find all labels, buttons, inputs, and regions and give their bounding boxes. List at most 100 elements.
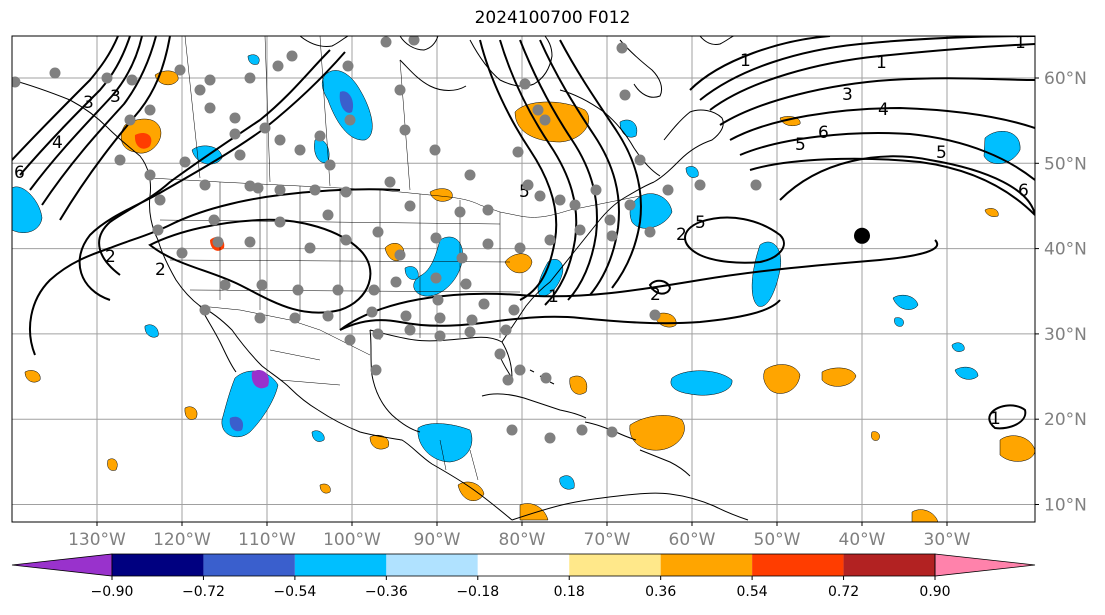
station-dot xyxy=(144,104,156,116)
contour-label: 3 xyxy=(842,85,853,105)
station-dot xyxy=(569,199,581,211)
shade-negative xyxy=(417,423,473,463)
colorbar-tick-label: 0.36 xyxy=(645,584,676,600)
shade-positive xyxy=(763,364,801,394)
colorbar-tick-label: −0.90 xyxy=(91,584,134,600)
station-dot xyxy=(176,247,188,259)
station-dot xyxy=(154,194,166,206)
contour-label: 1 xyxy=(1015,33,1026,53)
colorbar-segment xyxy=(752,554,844,576)
colorbar-segment xyxy=(203,554,295,576)
station-dot xyxy=(274,134,286,146)
station-dot xyxy=(126,74,138,86)
station-dot xyxy=(256,279,268,291)
station-dot xyxy=(482,238,494,250)
station-dot xyxy=(454,206,466,218)
colorbar-over-triangle xyxy=(934,553,1036,577)
station-dot xyxy=(244,180,256,192)
station-dot xyxy=(540,372,552,384)
station-dot xyxy=(332,284,344,296)
contour-label: 1 xyxy=(548,287,559,307)
contour-label: 5 xyxy=(519,182,530,202)
station-dot xyxy=(344,114,356,126)
colorbar-segment xyxy=(477,554,570,576)
station-dot xyxy=(272,60,284,72)
shade-negative xyxy=(404,266,419,280)
contour-label: 5 xyxy=(695,213,706,233)
contour-label: 2 xyxy=(650,285,661,305)
station-dot xyxy=(101,72,113,84)
contour-label: 2 xyxy=(105,247,116,267)
station-dot xyxy=(534,190,546,202)
contour-label: 6 xyxy=(1018,181,1029,201)
station-dot xyxy=(219,279,231,291)
shade-negative xyxy=(12,186,43,233)
station-dot xyxy=(432,294,444,306)
colorbar-tick-label: −0.54 xyxy=(273,584,316,600)
shade-positive xyxy=(504,253,533,274)
station-dot xyxy=(274,216,286,228)
station-dot xyxy=(619,89,631,101)
shade-negative xyxy=(892,294,919,310)
station-dot xyxy=(482,204,494,216)
contour-label: 6 xyxy=(818,123,829,143)
lon-tick-label: 130°W xyxy=(68,530,126,550)
station-dot xyxy=(434,330,446,342)
lon-tick-label: 110°W xyxy=(238,530,296,550)
station-dot xyxy=(309,184,321,196)
contour-label: 5 xyxy=(795,135,806,155)
contour-label: 3 xyxy=(110,87,121,107)
shade-positive xyxy=(569,375,588,395)
lon-tick-label: 80°W xyxy=(499,530,546,550)
station-dot xyxy=(464,169,476,181)
center-marker-dot xyxy=(854,227,870,244)
station-dot xyxy=(519,78,531,90)
station-dot xyxy=(174,64,186,76)
shade-negative xyxy=(247,54,260,65)
shade-negative-mid xyxy=(229,416,244,432)
lat-tick-label: 60°N xyxy=(1044,69,1087,89)
station-dot xyxy=(394,249,406,261)
station-dot xyxy=(404,200,416,212)
station-dot xyxy=(590,184,602,196)
station-dot xyxy=(606,230,618,242)
station-dot xyxy=(322,310,334,322)
contour-label: 2 xyxy=(155,260,166,280)
station-dot xyxy=(478,298,490,310)
station-dot xyxy=(494,348,506,360)
station-dot xyxy=(466,314,478,326)
colorbar-tick-label: 0.72 xyxy=(828,584,859,600)
station-dot xyxy=(644,226,656,238)
colorbar-segment xyxy=(660,554,753,576)
station-dot xyxy=(750,179,762,191)
colorbar-segment xyxy=(294,554,387,576)
colorbar-tick-label: −0.18 xyxy=(456,584,499,600)
station-dot xyxy=(49,67,61,79)
shade-negative xyxy=(413,236,463,297)
lat-tick-label: 50°N xyxy=(1044,154,1087,174)
shade-negative xyxy=(311,430,325,442)
shade-negative xyxy=(951,342,965,352)
station-dot xyxy=(464,326,476,338)
contour-label: 6 xyxy=(14,163,25,183)
station-dot xyxy=(514,242,526,254)
lon-tick-label: 50°W xyxy=(754,530,801,550)
contour-label: 2 xyxy=(676,225,687,245)
station-dot xyxy=(434,312,446,324)
shade-negative xyxy=(685,166,699,178)
colorbar-segment xyxy=(843,554,935,576)
lon-tick-label: 120°W xyxy=(153,530,211,550)
contour-label-group: 1 1 1 2 3 4 5 6 6 5 4 3 2 2 1 1 3 5 6 5 … xyxy=(14,33,1029,429)
shade-negative-mid xyxy=(251,369,269,389)
shade-negative xyxy=(894,317,904,327)
contour-label: 1 xyxy=(740,51,751,71)
station-dot xyxy=(624,199,636,211)
station-dot xyxy=(344,334,356,346)
station-dot xyxy=(342,60,354,72)
station-dot xyxy=(229,128,241,140)
shade-strong-positive xyxy=(134,133,152,149)
station-dot xyxy=(324,159,336,171)
station-dot xyxy=(544,432,556,444)
station-dot xyxy=(124,114,136,126)
lon-tick-label: 60°W xyxy=(669,530,716,550)
